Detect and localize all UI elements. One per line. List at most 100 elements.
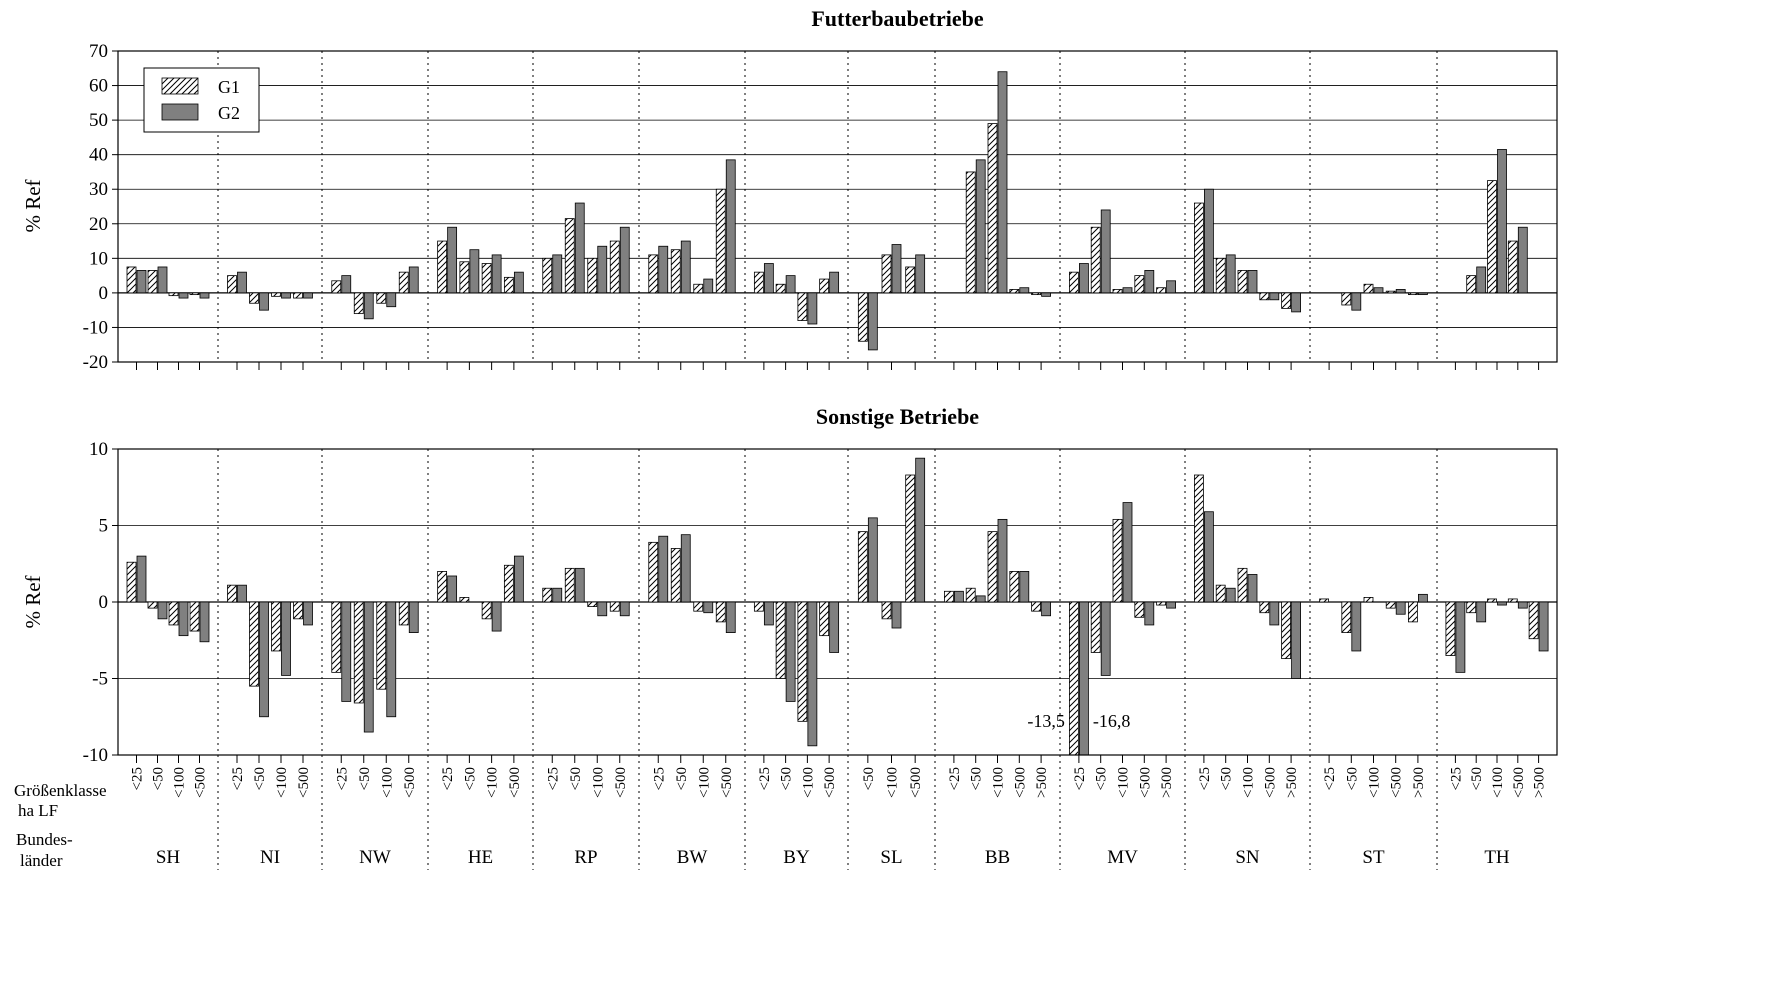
- bar-bw-g1: [715, 601, 726, 623]
- bar-bb-g2: [975, 159, 986, 294]
- bar-mv-g2: [1100, 601, 1111, 676]
- bar-mv-g1: [1134, 601, 1145, 618]
- y-tick-label: -10: [83, 745, 108, 766]
- x-tick-label: <100: [991, 767, 1007, 798]
- bar-th-g1: [1445, 601, 1456, 656]
- bar-rp-g1: [587, 257, 598, 294]
- bar-bb-g1: [1009, 571, 1020, 603]
- bar-mv-g2: [1100, 209, 1111, 294]
- x-tick-label: <25: [334, 767, 350, 790]
- x-tick-label: <50: [1344, 767, 1360, 790]
- bar-nw-g1: [331, 280, 342, 294]
- bar-sn-g2: [1204, 511, 1214, 603]
- x-tick-label: <500: [507, 767, 523, 798]
- bar-by-g1: [775, 601, 786, 679]
- bar-mv-g1: [1069, 601, 1079, 756]
- bar-sn-g1: [1194, 202, 1204, 294]
- bar-sl-g1: [881, 254, 892, 294]
- bar-sn-g1: [1259, 601, 1270, 614]
- bar-st-g1: [1408, 292, 1418, 296]
- bar-nw-g2: [363, 292, 374, 320]
- bar-mv-g2: [1166, 601, 1176, 609]
- legend-swatch-g1: [161, 77, 199, 95]
- bar-mv-g2: [1144, 270, 1155, 294]
- bar-sl-g1: [881, 601, 892, 620]
- bar-he-g1: [437, 571, 448, 603]
- bar-by-g2: [763, 263, 774, 294]
- bar-ni-g1: [293, 601, 303, 620]
- bar-mv-g2: [1079, 263, 1089, 294]
- bar-bw-g2: [680, 240, 691, 294]
- bar-sl-g2: [867, 517, 878, 603]
- chart-title: Sonstige Betriebe: [816, 404, 979, 429]
- state-label: BW: [677, 847, 708, 868]
- bar-bw-g2: [703, 278, 714, 294]
- bar-sn-g1: [1215, 584, 1226, 603]
- bar-st-g1: [1385, 290, 1396, 294]
- bar-he-g2: [513, 271, 524, 294]
- x-tick-label: <100: [800, 767, 816, 798]
- bar-st-g1: [1363, 283, 1374, 294]
- bar-th-g2: [1476, 266, 1487, 294]
- bar-th-g2: [1517, 226, 1528, 294]
- bar-ni-g2: [237, 584, 247, 603]
- x-tick-label: <500: [908, 767, 924, 798]
- bar-ni-g1: [249, 292, 259, 304]
- x-tick-label: <100: [274, 767, 290, 798]
- bar-ni-g1: [249, 601, 259, 687]
- x-tick-label: <50: [861, 767, 877, 790]
- bar-bb-g2: [954, 590, 964, 603]
- bar-sh-g2: [178, 601, 189, 637]
- bar-sh-g1: [126, 561, 137, 603]
- bar-bw-g2: [680, 534, 691, 603]
- bar-nw-g1: [331, 601, 342, 673]
- x-tick-label: <100: [1367, 767, 1383, 798]
- bar-by-g1: [753, 271, 764, 294]
- bar-by-g2: [785, 601, 796, 702]
- bar-by-g2: [785, 275, 796, 294]
- x-tick-label: <100: [696, 767, 712, 798]
- bar-by-g1: [775, 283, 786, 294]
- y-tick-label: 0: [99, 592, 109, 613]
- legend-frame: [143, 67, 260, 133]
- bar-he-g2: [447, 226, 458, 294]
- bar-sn-g2: [1225, 587, 1236, 603]
- bar-sn-g1: [1237, 270, 1248, 294]
- annotation-g2-value: -16,8: [1093, 711, 1131, 731]
- bar-bb-g1: [965, 171, 976, 294]
- x-axis-labels: <25 <50 <100 <500 SH <25 <50 <100 <500 NI <25 <50 <1…: [14, 767, 1548, 870]
- bar-bb-g2: [1041, 292, 1051, 297]
- x-tick-label: <25: [1448, 767, 1464, 790]
- bar-bw-g1: [693, 601, 704, 612]
- plot-frame: [117, 50, 1558, 363]
- state-label: HE: [468, 847, 493, 868]
- y-tick-label: -20: [83, 352, 108, 373]
- bar-ni-g2: [259, 601, 269, 718]
- row-label-size-class: Größenklasse: [14, 781, 107, 800]
- bar-rp-g1: [564, 567, 575, 603]
- bar-sl-g2: [867, 292, 878, 351]
- x-tick-label: <50: [1094, 767, 1110, 790]
- bar-nw-g2: [408, 601, 419, 634]
- bar-sn-g2: [1291, 292, 1301, 313]
- bar-by-g2: [763, 601, 774, 626]
- bar-th-g1: [1487, 180, 1497, 294]
- state-label: RP: [574, 847, 597, 868]
- x-tick-label: >500: [1159, 767, 1175, 798]
- bar-he-g2: [447, 575, 458, 603]
- x-tick-label: <25: [651, 767, 667, 790]
- bar-mv-g1: [1090, 601, 1101, 653]
- bar-ni-g2: [303, 292, 313, 299]
- x-tick-label: <100: [485, 767, 501, 798]
- y-tick-label: 40: [89, 145, 108, 166]
- y-tick-label: 10: [89, 439, 108, 460]
- bar-bb-g2: [975, 595, 986, 603]
- bar-sh-g1: [126, 266, 137, 294]
- bar-st-g2: [1351, 292, 1362, 311]
- y-tick-label: 50: [89, 110, 108, 131]
- bar-he-g1: [481, 601, 492, 620]
- bar-rp-g1: [542, 257, 553, 294]
- bar-ni-g2: [303, 601, 313, 626]
- bar-bw-g1: [715, 188, 726, 294]
- bar-nw-g2: [386, 601, 397, 718]
